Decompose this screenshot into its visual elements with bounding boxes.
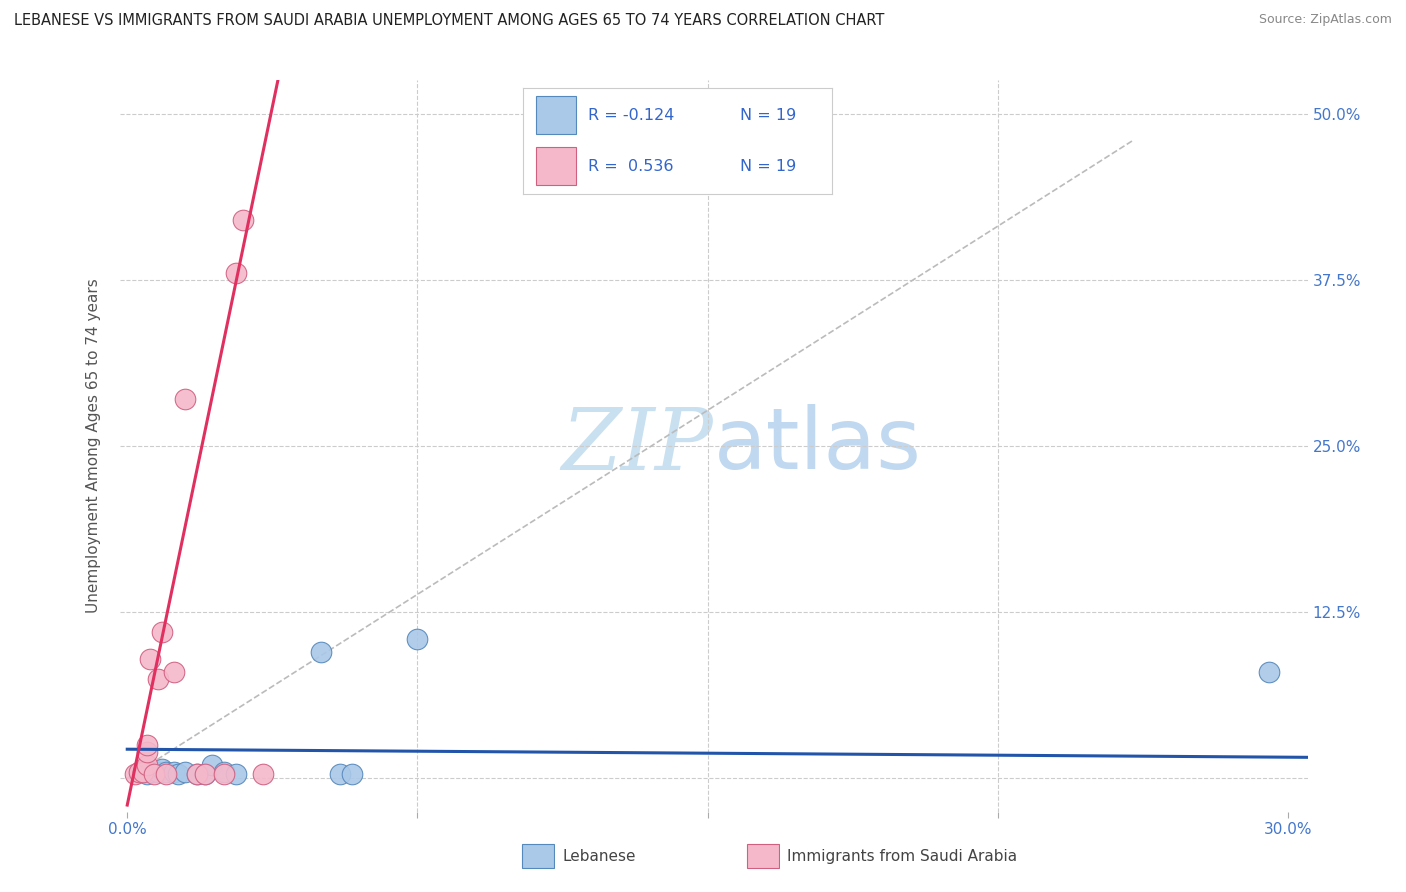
Text: ZIP: ZIP [561,405,713,487]
Point [194,767,217,781]
Point [150,762,173,776]
Point [186,767,208,781]
Point [132,764,155,779]
Point [194,767,217,781]
Point [124,767,146,781]
Point [309,645,332,659]
Text: Source: ZipAtlas.com: Source: ZipAtlas.com [1258,13,1392,27]
Point [166,767,188,781]
Point [186,767,208,781]
Point [212,764,235,779]
Point [135,745,157,759]
Point [225,767,247,781]
Point [135,758,157,772]
Point [174,764,197,779]
Point [225,266,247,280]
Point [148,672,170,686]
Point [150,625,173,640]
Point [143,764,166,779]
Point [1257,665,1279,679]
Point [329,767,352,781]
Text: Lebanese: Lebanese [562,849,636,863]
Point [155,767,177,781]
Point [174,392,197,407]
Point [212,767,235,781]
Point [340,767,363,781]
Point [406,632,429,646]
Point [155,764,177,779]
Text: LEBANESE VS IMMIGRANTS FROM SAUDI ARABIA UNEMPLOYMENT AMONG AGES 65 TO 74 YEARS : LEBANESE VS IMMIGRANTS FROM SAUDI ARABIA… [14,13,884,29]
Point [128,764,150,779]
Point [148,764,170,779]
Text: atlas: atlas [713,404,921,488]
Point [139,652,162,666]
Point [163,665,186,679]
Text: Immigrants from Saudi Arabia: Immigrants from Saudi Arabia [787,849,1018,863]
Y-axis label: Unemployment Among Ages 65 to 74 years: Unemployment Among Ages 65 to 74 years [86,278,101,614]
Point [232,213,254,227]
Point [143,767,166,781]
Point [201,758,224,772]
Point [252,767,274,781]
Point [135,767,157,781]
Point [163,764,186,779]
Point [128,764,150,779]
Point [135,738,157,752]
